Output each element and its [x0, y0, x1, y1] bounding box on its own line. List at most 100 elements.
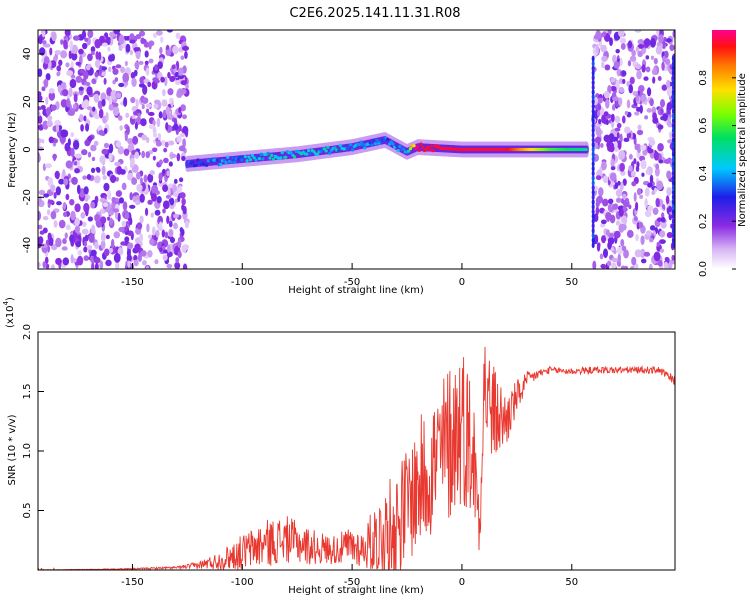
noise-blob: [96, 167, 101, 173]
noise-blob: [180, 132, 185, 138]
y-tick-label: -40: [22, 237, 33, 253]
noise-blob: [181, 198, 186, 206]
noise-blob: [112, 102, 119, 108]
noise-blob: [649, 98, 654, 107]
noise-blob: [155, 140, 162, 147]
signal-core: [284, 155, 288, 159]
y-tick-label: 1.0: [22, 443, 33, 459]
noise-blob: [91, 156, 96, 162]
noise-blob: [599, 253, 604, 260]
noise-blob: [50, 243, 58, 251]
noise-blob: [594, 136, 602, 144]
noise-blob: [83, 84, 88, 92]
noise-blob: [76, 255, 84, 266]
noise-blob: [618, 208, 624, 217]
noise-blob: [142, 97, 149, 104]
noise-blob: [149, 238, 155, 246]
noise-blob: [647, 182, 653, 188]
noise-blob: [600, 107, 605, 117]
noise-blob: [63, 178, 69, 186]
signal-core: [315, 152, 320, 156]
noise-blob: [98, 108, 104, 119]
noise-blob: [624, 126, 631, 134]
signal-core: [421, 145, 425, 149]
noise-blob: [70, 210, 76, 221]
noise-blob: [87, 151, 92, 158]
noise-blob: [622, 78, 626, 84]
noise-blob: [659, 248, 665, 253]
noise-blob: [598, 118, 602, 125]
noise-blob: [81, 221, 87, 227]
signal-core: [319, 149, 323, 154]
noise-blob: [617, 140, 622, 150]
noise-blob: [618, 155, 623, 160]
noise-blob: [639, 86, 643, 97]
noise-blob: [659, 230, 666, 238]
noise-blob: [169, 237, 176, 244]
edge-stripe: [591, 74, 595, 81]
noise-blob: [165, 49, 172, 56]
noise-blob: [109, 217, 114, 226]
noise-blob: [174, 261, 181, 269]
noise-blob: [139, 215, 144, 224]
signal-core: [245, 159, 249, 163]
edge-stripe: [591, 65, 595, 72]
noise-blob: [166, 170, 171, 177]
noise-blob: [658, 34, 664, 44]
signal-core: [415, 144, 420, 148]
noise-blob: [82, 42, 88, 50]
noise-blob: [657, 259, 663, 267]
noise-blob: [69, 198, 75, 206]
noise-blob: [644, 115, 648, 120]
signal-core: [249, 158, 253, 162]
noise-blob: [656, 30, 660, 36]
noise-blob: [615, 48, 620, 54]
edge-stripe: [671, 93, 675, 100]
noise-blob: [614, 127, 621, 132]
noise-blob: [602, 248, 608, 259]
noise-blob: [655, 197, 660, 208]
noise-blob: [621, 245, 627, 252]
noise-blob: [75, 61, 82, 66]
noise-blob: [604, 64, 611, 71]
edge-stripe: [671, 170, 675, 177]
noise-blob: [143, 41, 150, 48]
signal-core: [231, 156, 235, 160]
noise-blob: [41, 86, 46, 92]
noise-blob: [635, 93, 639, 102]
noise-blob: [167, 140, 175, 146]
noise-blob: [613, 249, 617, 255]
colorbar-gradient: [712, 30, 736, 269]
noise-blob: [647, 148, 654, 154]
noise-blob: [147, 111, 155, 117]
edge-stripe: [671, 136, 675, 143]
edge-stripe: [671, 232, 675, 239]
noise-blob: [63, 39, 68, 49]
noise-blob: [167, 186, 171, 197]
noise-blob: [134, 243, 141, 252]
noise-blob: [155, 30, 163, 36]
noise-blob: [173, 222, 178, 230]
noise-blob: [172, 213, 179, 219]
signal-core: [240, 158, 244, 162]
edge-stripe: [591, 165, 595, 172]
noise-blob: [611, 203, 619, 210]
noise-blob: [69, 40, 74, 51]
noise-blob: [38, 189, 46, 196]
noise-blob: [610, 85, 617, 92]
noise-blob: [83, 202, 90, 213]
noise-blob: [55, 124, 60, 133]
x-tick-label: 50: [565, 577, 578, 588]
noise-blob: [80, 211, 86, 219]
noise-blob: [637, 43, 645, 49]
colorbar-ticks: 0.0 0.2 0.4 0.6 0.8: [698, 70, 736, 277]
noise-blob: [132, 135, 139, 145]
noise-blob: [58, 59, 63, 66]
edge-stripe: [591, 218, 595, 225]
noise-blob: [627, 60, 632, 67]
noise-blob: [615, 80, 620, 90]
noise-blob: [630, 170, 636, 177]
noise-blob: [42, 40, 47, 45]
signal-core: [266, 151, 270, 155]
noise-blob: [55, 237, 62, 248]
